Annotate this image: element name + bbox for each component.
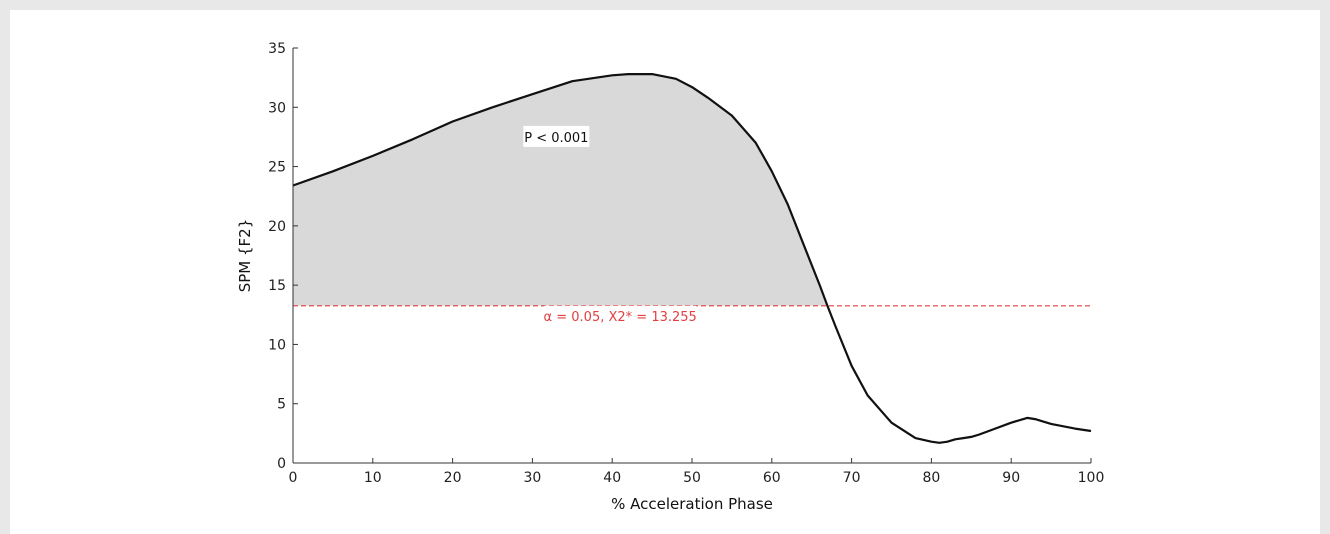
x-tick-label: 10 <box>364 470 382 486</box>
y-tick-label: 35 <box>268 41 286 57</box>
y-tick-label: 20 <box>268 219 286 235</box>
x-tick-label: 100 <box>1078 470 1105 486</box>
x-axis-title: % Acceleration Phase <box>611 495 773 513</box>
threshold-label: α = 0.05, X2* = 13.255 <box>544 310 697 325</box>
x-tick-label: 70 <box>843 470 861 486</box>
x-tick-label: 40 <box>603 470 621 486</box>
y-tick-label: 0 <box>277 456 286 472</box>
y-tick-label: 5 <box>277 397 286 413</box>
y-tick-label: 30 <box>268 100 286 116</box>
threshold-label-background <box>544 305 697 325</box>
y-axis-title: SPM {F2} <box>236 219 254 293</box>
figure-frame: 0 10 20 30 40 50 60 70 80 90 100 0 5 10 15 20 25 30 35 % Ac… <box>10 10 1320 534</box>
x-tick-label: 90 <box>1002 470 1020 486</box>
spm-chart: 0 10 20 30 40 50 60 70 80 90 100 0 5 10 15 20 25 30 35 % Ac… <box>236 41 1105 513</box>
spm-curve <box>292 73 1092 444</box>
x-tick-label: 50 <box>683 470 701 486</box>
p-value-annotation: P < 0.001 <box>524 131 588 146</box>
x-tick-label: 20 <box>444 470 462 486</box>
y-tick-label: 10 <box>268 337 286 353</box>
p-value-background <box>523 125 590 147</box>
x-tick-label: 30 <box>523 470 541 486</box>
y-tick-label: 25 <box>268 160 286 176</box>
x-tick-label: 80 <box>922 470 940 486</box>
x-tick-label: 0 <box>289 470 298 486</box>
y-tick-label: 15 <box>268 278 286 294</box>
supra-threshold-cluster <box>293 74 828 306</box>
x-tick-label: 60 <box>763 470 781 486</box>
